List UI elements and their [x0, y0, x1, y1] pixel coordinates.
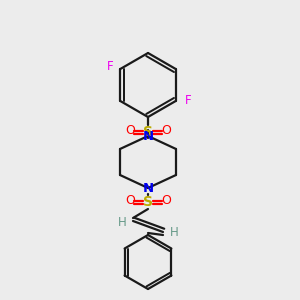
Text: F: F [184, 94, 191, 106]
Text: O: O [161, 124, 171, 137]
Text: F: F [107, 59, 114, 73]
Text: O: O [161, 194, 171, 208]
Text: O: O [125, 194, 135, 208]
Text: H: H [118, 215, 126, 229]
Text: H: H [169, 226, 178, 239]
Text: O: O [125, 124, 135, 137]
Text: S: S [143, 125, 153, 139]
Text: S: S [143, 195, 153, 209]
Text: N: N [142, 130, 154, 142]
Text: N: N [142, 182, 154, 194]
